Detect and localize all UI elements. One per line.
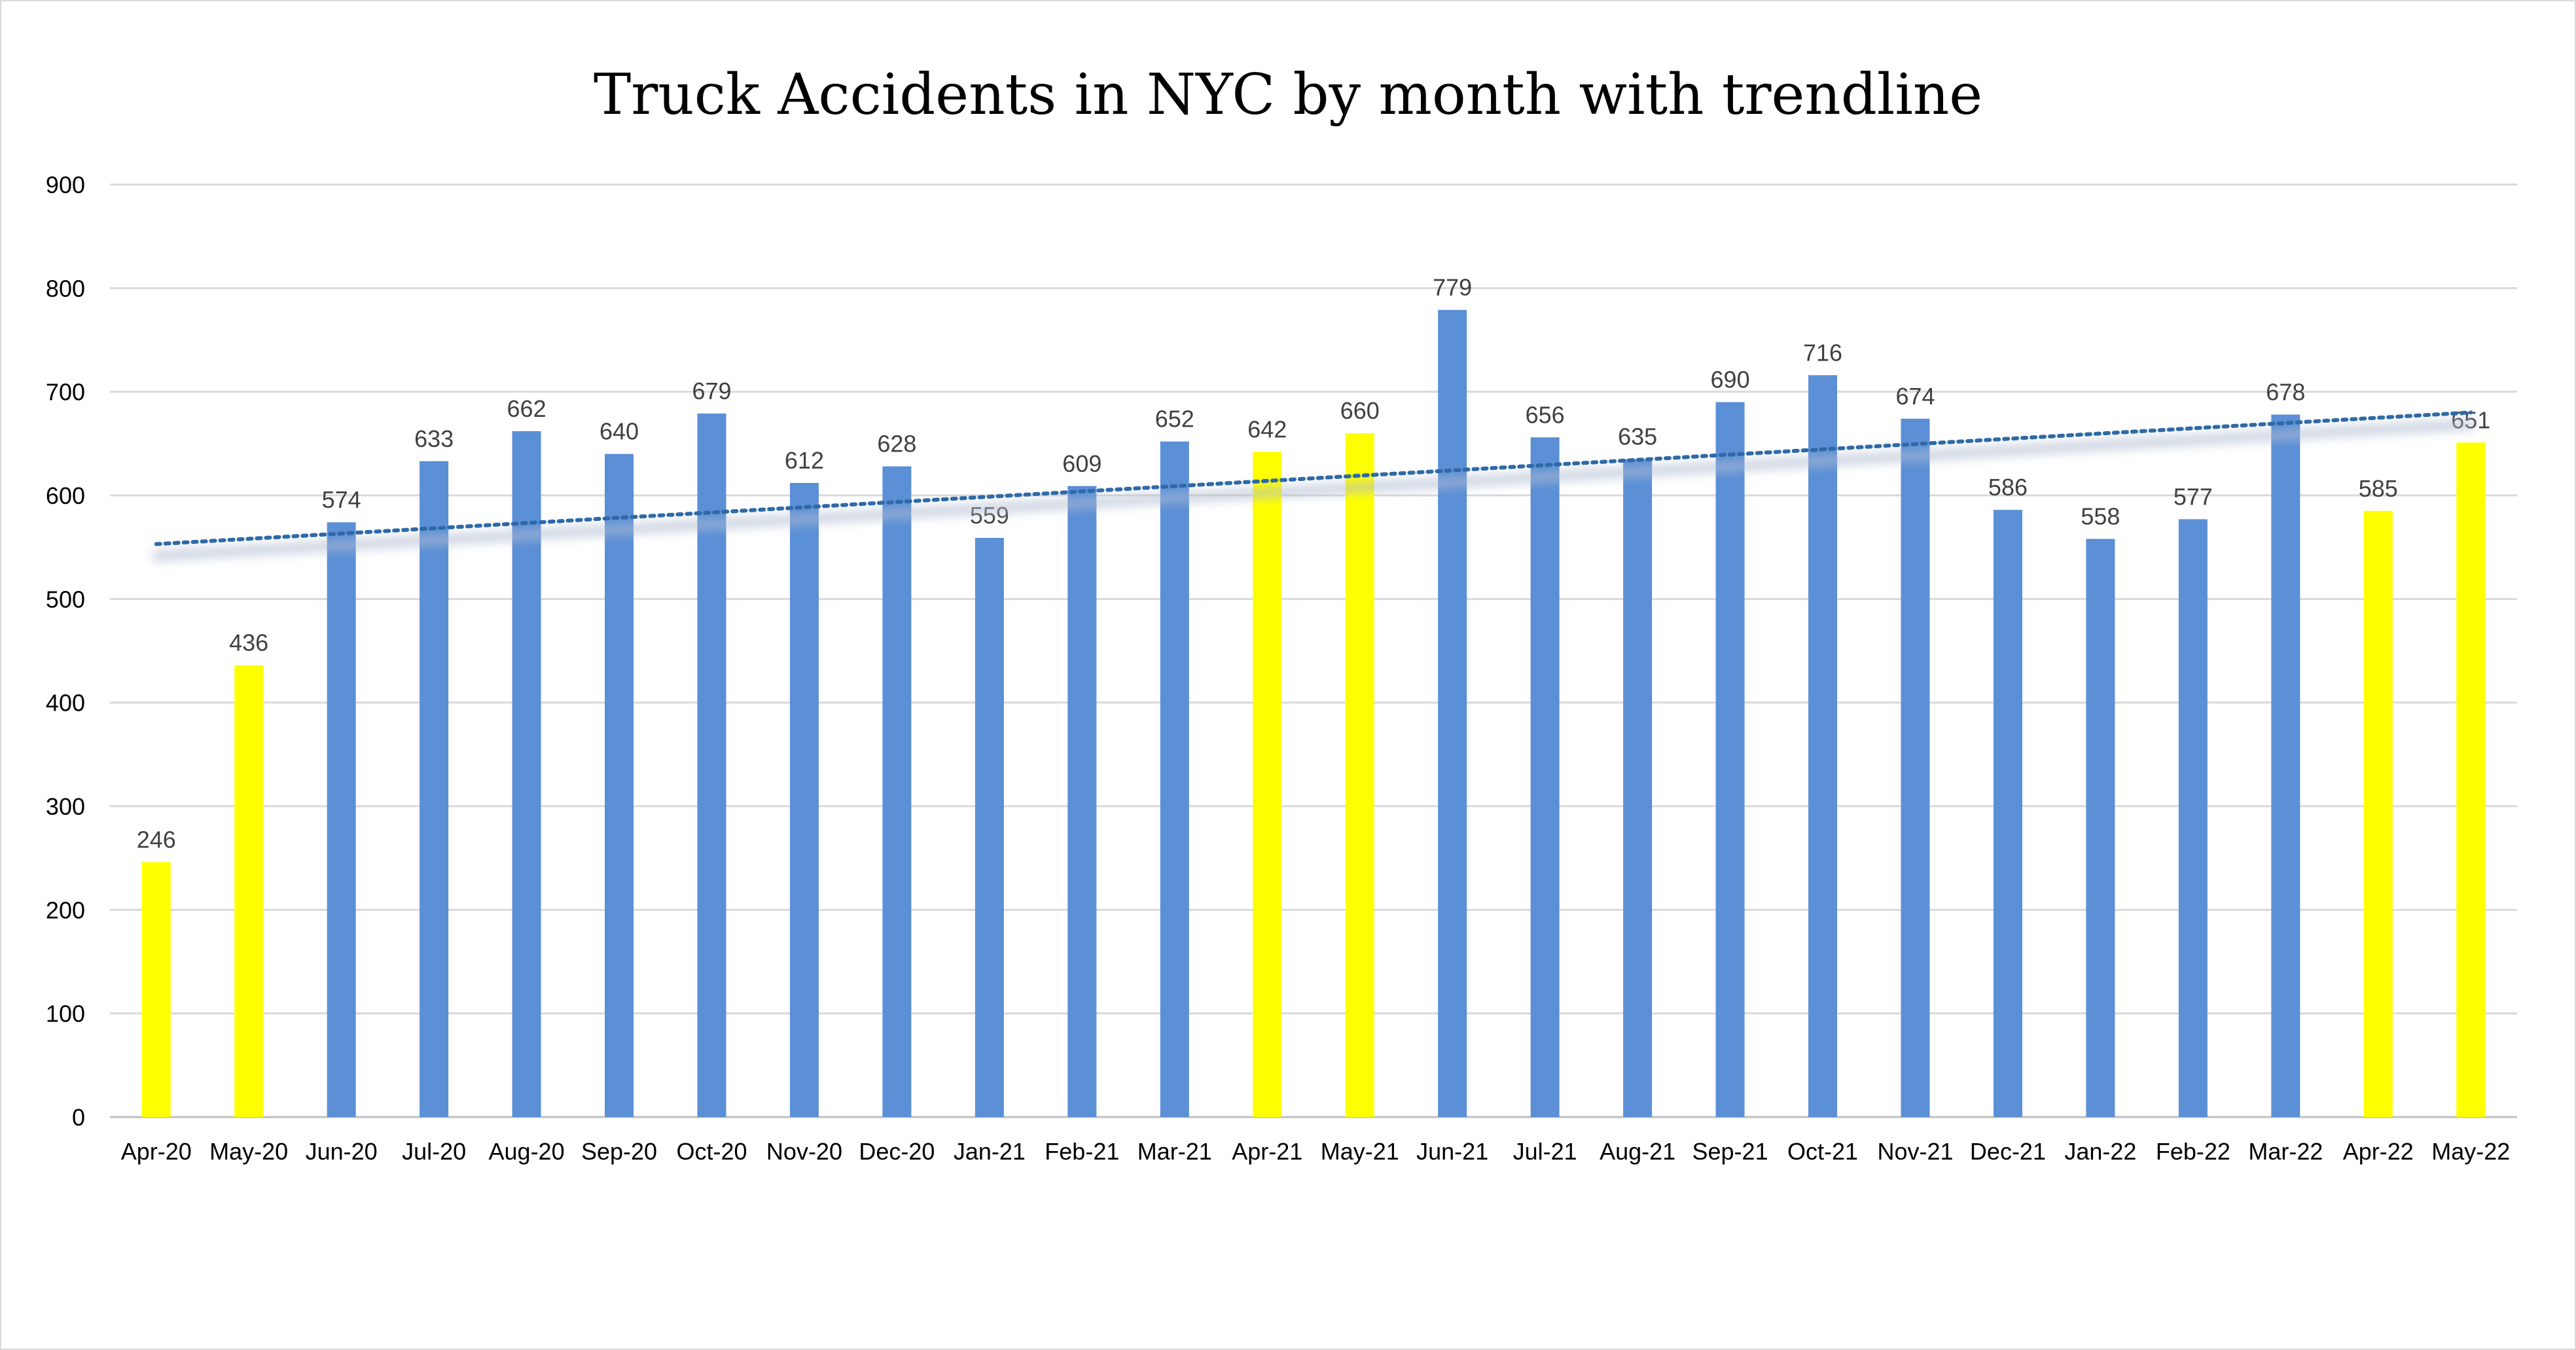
bar-Jun-21 (1438, 310, 1467, 1117)
x-tick-label: Jun-21 (1416, 1138, 1488, 1165)
trendline-shadow (151, 419, 2476, 561)
data-label: 660 (1340, 397, 1380, 424)
x-tick-label: Aug-20 (489, 1138, 565, 1165)
chart-title: Truck Accidents in NYC by month with tre… (593, 62, 1983, 128)
x-tick-label: Apr-22 (2343, 1138, 2414, 1165)
bar-Apr-21 (1253, 452, 1282, 1117)
x-tick-label: Aug-21 (1600, 1138, 1675, 1165)
data-label: 612 (785, 447, 824, 474)
data-label: 662 (507, 395, 546, 422)
x-tick-label: Apr-20 (121, 1138, 192, 1165)
bar-May-22 (2456, 442, 2486, 1117)
x-tick-label: Jun-20 (306, 1138, 378, 1165)
bar-Oct-21 (1808, 375, 1838, 1118)
x-tick-label: Oct-21 (1787, 1138, 1858, 1165)
y-tick-label: 500 (46, 586, 85, 613)
data-label: 716 (1803, 339, 1842, 366)
data-label: 678 (2266, 379, 2305, 406)
bar-Jan-22 (2086, 539, 2115, 1117)
bar-Oct-20 (697, 413, 726, 1117)
bar-May-20 (234, 665, 264, 1117)
data-label: 640 (599, 418, 639, 445)
grid-lines (110, 183, 2517, 1118)
bar-Jul-20 (420, 461, 449, 1117)
y-tick-label: 600 (46, 482, 85, 509)
bar-Dec-21 (1993, 510, 2022, 1117)
y-axis: 0 100 200 300 400 500 600 700 800 900 (46, 171, 85, 1131)
trendline-line (154, 410, 2473, 546)
data-label: 656 (1526, 401, 1565, 428)
x-tick-label: May-22 (2431, 1138, 2510, 1165)
bar-Nov-21 (1901, 418, 1930, 1118)
data-label: 679 (692, 378, 731, 404)
x-tick-label: Sep-20 (581, 1138, 657, 1165)
bar-Nov-20 (789, 483, 819, 1117)
bar-Sep-20 (605, 453, 634, 1117)
y-tick-label: 900 (46, 171, 85, 198)
x-tick-label: May-20 (209, 1138, 288, 1165)
x-tick-label: Dec-21 (1970, 1138, 2046, 1165)
bar-Aug-21 (1623, 459, 1653, 1117)
bar-Jan-21 (975, 537, 1004, 1117)
data-label: 558 (2081, 503, 2120, 530)
data-label: 633 (414, 425, 454, 452)
x-tick-label: Nov-21 (1877, 1138, 1953, 1165)
data-label: 628 (877, 431, 916, 457)
data-label: 642 (1247, 416, 1287, 443)
x-tick-label: Feb-21 (1045, 1138, 1119, 1165)
data-label: 586 (1988, 474, 2028, 501)
x-tick-label: Jan-21 (954, 1138, 1026, 1165)
data-label: 779 (1433, 274, 1472, 301)
x-tick-label: Oct-20 (676, 1138, 747, 1165)
bar-Jun-20 (327, 522, 356, 1117)
x-tick-label: Nov-20 (766, 1138, 842, 1165)
y-tick-label: 800 (46, 275, 85, 302)
data-label: 652 (1155, 406, 1194, 433)
y-tick-label: 700 (46, 379, 85, 406)
data-label: 585 (2359, 475, 2398, 502)
x-tick-label: Apr-21 (1232, 1138, 1302, 1165)
data-label: 674 (1895, 383, 1935, 410)
y-tick-label: 400 (46, 690, 85, 717)
x-tick-label: Jan-22 (2064, 1138, 2136, 1165)
x-tick-label: Sep-21 (1692, 1138, 1768, 1165)
x-tick-label: Jul-21 (1513, 1138, 1577, 1165)
data-label: 690 (1711, 366, 1750, 393)
data-label: 436 (229, 630, 268, 656)
y-tick-label: 300 (46, 793, 85, 820)
bar-May-21 (1345, 433, 1374, 1117)
x-tick-label: Jul-20 (402, 1138, 466, 1165)
y-tick-label: 0 (72, 1104, 85, 1131)
data-label: 577 (2174, 483, 2213, 510)
bar-Jul-21 (1530, 437, 1560, 1118)
bar-Aug-20 (512, 431, 541, 1118)
x-axis: Apr-20 May-20 Jun-20 Jul-20 Aug-20 Sep-20 Oct-… (121, 1138, 2511, 1165)
bar-Dec-20 (882, 466, 912, 1117)
bar-Apr-20 (141, 862, 171, 1117)
x-tick-label: Mar-21 (1137, 1138, 1212, 1165)
x-tick-label: Mar-22 (2248, 1138, 2323, 1165)
x-tick-label: Dec-20 (859, 1138, 935, 1165)
bar-Sep-21 (1715, 402, 1745, 1117)
bar-Mar-21 (1160, 441, 1189, 1117)
trendline (151, 410, 2476, 561)
bar-Apr-22 (2363, 510, 2393, 1117)
bar-Feb-22 (2178, 519, 2208, 1117)
data-label: 574 (322, 486, 361, 513)
y-tick-label: 100 (46, 1001, 85, 1027)
x-tick-label: May-21 (1321, 1138, 1399, 1165)
x-tick-label: Feb-22 (2156, 1138, 2230, 1165)
bar-Mar-22 (2271, 414, 2300, 1117)
data-label: 246 (137, 826, 176, 853)
data-label: 635 (1618, 423, 1657, 450)
data-label: 609 (1062, 450, 1101, 477)
bars (141, 310, 2486, 1118)
y-tick-label: 200 (46, 897, 85, 923)
bar-Feb-21 (1067, 486, 1097, 1117)
